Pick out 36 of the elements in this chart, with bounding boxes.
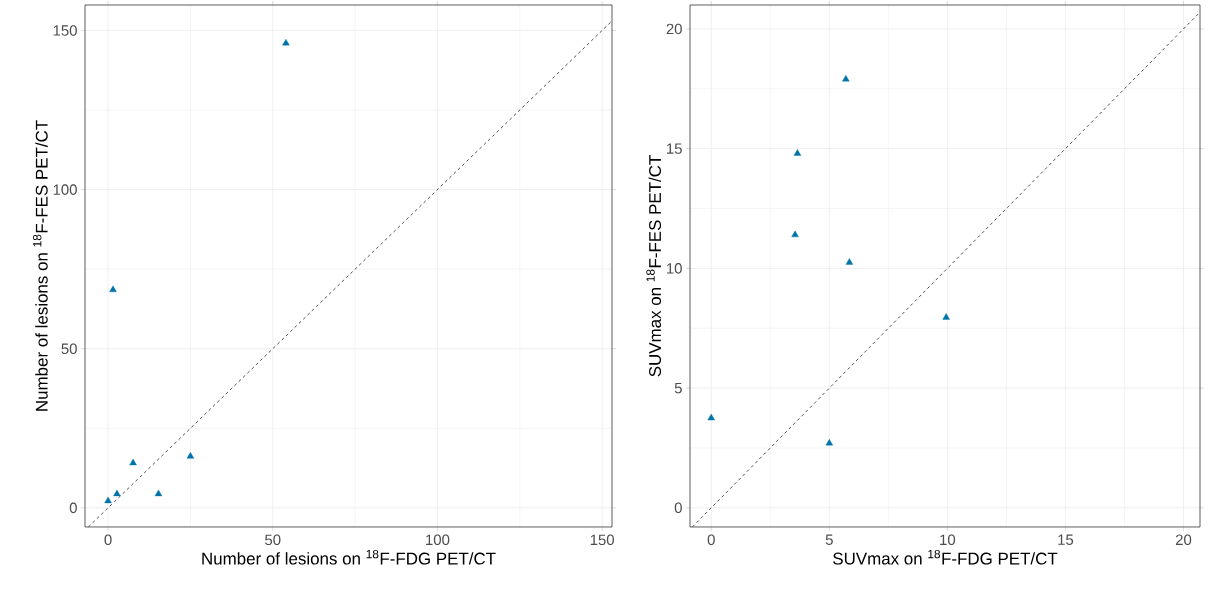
x-tick-label: 50: [265, 534, 281, 546]
x-tick-label: 20: [1175, 534, 1192, 546]
point: [791, 230, 799, 238]
y-tick-label: 100: [53, 184, 77, 195]
x-tick-label: 15: [1058, 534, 1074, 545]
point: [942, 313, 950, 320]
point: [113, 489, 121, 497]
point: [793, 149, 802, 156]
point: [104, 496, 112, 504]
point: [825, 438, 833, 446]
point: [186, 452, 195, 459]
x-tick-label: 0: [104, 534, 112, 546]
point: [154, 489, 163, 497]
y-tick-label: 5: [674, 382, 682, 394]
y-tick-label: 0: [69, 502, 77, 514]
x-tick-label: 150: [590, 534, 614, 546]
y-tick-label: 150: [53, 25, 77, 36]
x-tick-label: 0: [707, 534, 715, 546]
point: [109, 285, 117, 293]
y-tick-label: 20: [666, 23, 682, 35]
y-tick-label: 50: [61, 343, 77, 355]
x-axis-title: Number of lesions on $^{18}$F-FDG PET/CT: [202, 549, 496, 565]
y-tick-label: 15: [667, 143, 682, 154]
x-tick-label: 10: [940, 534, 956, 546]
x-tick-label: 5: [825, 534, 833, 545]
y-tick-label: 0: [674, 502, 682, 514]
point: [129, 458, 137, 466]
point: [282, 38, 290, 46]
point: [707, 413, 715, 421]
y-tick-label: 10: [667, 263, 682, 274]
point: [845, 258, 854, 265]
y-axis-title: SUVmax on $^{18}$F-FES PET/CT: [646, 155, 662, 377]
point: [842, 75, 850, 82]
x-tick-label: 100: [426, 534, 450, 546]
y-axis-title: Number of lesions on $^{18}$F-FES PET/CT: [33, 120, 48, 411]
x-axis-title: SUVmax on $^{18}$F-FDG PET/CT: [833, 549, 1058, 565]
